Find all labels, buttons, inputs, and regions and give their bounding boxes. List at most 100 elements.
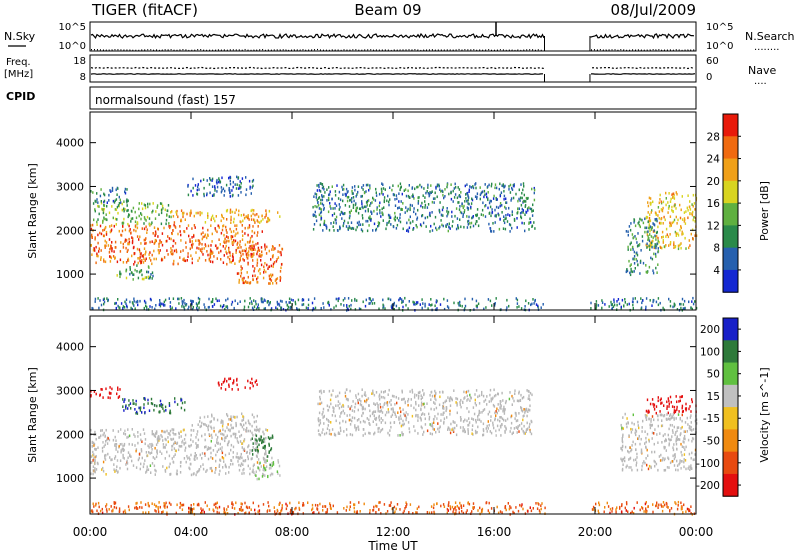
colorbar-segment <box>723 180 738 204</box>
data-cell <box>264 262 266 265</box>
data-cell <box>657 297 660 300</box>
data-cell <box>104 260 107 264</box>
data-cell <box>222 457 225 460</box>
data-cell <box>188 466 190 470</box>
data-cell <box>387 297 389 301</box>
data-cell <box>422 403 424 406</box>
data-cell <box>157 507 159 511</box>
data-cell <box>469 393 471 397</box>
data-cell <box>437 427 439 431</box>
data-cell <box>664 439 666 443</box>
data-cell <box>243 216 246 220</box>
cpid-label: CPID <box>6 90 35 103</box>
data-cell <box>220 219 222 223</box>
data-cell <box>207 244 210 248</box>
data-cell <box>505 217 507 220</box>
data-cell <box>209 256 212 259</box>
data-cell <box>204 452 206 455</box>
data-cell <box>197 438 200 442</box>
data-cell <box>519 199 521 202</box>
data-cell <box>441 208 444 212</box>
data-cell <box>166 505 168 509</box>
data-cell <box>485 192 488 196</box>
data-cell <box>380 409 383 412</box>
data-cell <box>404 188 407 191</box>
data-cell <box>683 465 685 469</box>
data-cell <box>467 202 469 205</box>
data-cell <box>125 407 127 410</box>
data-cell <box>401 423 403 427</box>
data-cell <box>681 460 683 463</box>
data-cell <box>321 186 324 190</box>
data-cell <box>620 457 622 461</box>
data-cell <box>675 215 677 219</box>
data-cell <box>337 229 339 232</box>
data-cell <box>312 307 314 310</box>
data-cell <box>174 440 176 444</box>
data-cell <box>119 459 122 462</box>
data-cell <box>412 512 414 515</box>
data-cell <box>680 246 682 250</box>
data-cell <box>173 221 176 224</box>
data-cell <box>429 211 431 215</box>
freq-label-line1: Freq. <box>6 57 31 68</box>
data-cell <box>495 186 498 190</box>
data-cell <box>91 253 93 256</box>
data-cell <box>523 193 525 197</box>
data-cell <box>286 304 289 307</box>
data-cell <box>636 468 639 472</box>
data-cell <box>188 444 190 448</box>
data-cell <box>91 223 94 227</box>
data-cell <box>101 507 103 511</box>
data-cell <box>349 505 351 508</box>
data-cell <box>94 249 96 252</box>
data-cell <box>244 232 246 235</box>
power-region <box>187 175 255 198</box>
data-cell <box>494 304 496 307</box>
data-cell <box>341 185 343 189</box>
data-cell <box>627 230 629 233</box>
data-cell <box>630 248 632 251</box>
data-cell <box>241 177 244 180</box>
data-cell <box>331 428 334 431</box>
data-cell <box>493 394 496 398</box>
data-cell <box>677 218 679 222</box>
data-cell <box>384 307 386 310</box>
data-cell <box>253 269 255 273</box>
data-cell <box>133 297 135 301</box>
data-cell <box>178 297 180 301</box>
data-cell <box>429 191 431 194</box>
power-region <box>645 191 698 251</box>
data-cell <box>216 506 219 510</box>
data-cell <box>490 419 492 422</box>
data-cell <box>645 270 647 274</box>
data-cell <box>663 445 665 449</box>
data-cell <box>113 250 115 253</box>
data-cell <box>663 215 665 219</box>
data-cell <box>686 206 688 210</box>
data-cell <box>178 302 180 305</box>
data-cell <box>104 458 107 461</box>
data-cell <box>382 405 384 409</box>
data-cell <box>393 308 395 311</box>
data-cell <box>233 230 235 233</box>
data-cell <box>159 304 162 308</box>
data-cell <box>157 506 159 509</box>
data-cell <box>326 188 328 191</box>
data-cell <box>225 250 227 254</box>
data-cell <box>318 185 320 189</box>
data-cell <box>394 198 396 201</box>
data-cell <box>119 443 122 446</box>
data-cell <box>662 434 664 438</box>
data-cell <box>451 398 453 402</box>
data-cell <box>162 407 164 410</box>
data-cell <box>179 256 181 259</box>
data-cell <box>439 390 441 394</box>
data-cell <box>222 466 224 469</box>
data-cell <box>477 509 479 512</box>
data-cell <box>674 204 676 207</box>
data-cell <box>338 432 341 435</box>
data-cell <box>420 413 423 416</box>
data-cell <box>131 254 133 258</box>
data-cell <box>249 245 251 248</box>
